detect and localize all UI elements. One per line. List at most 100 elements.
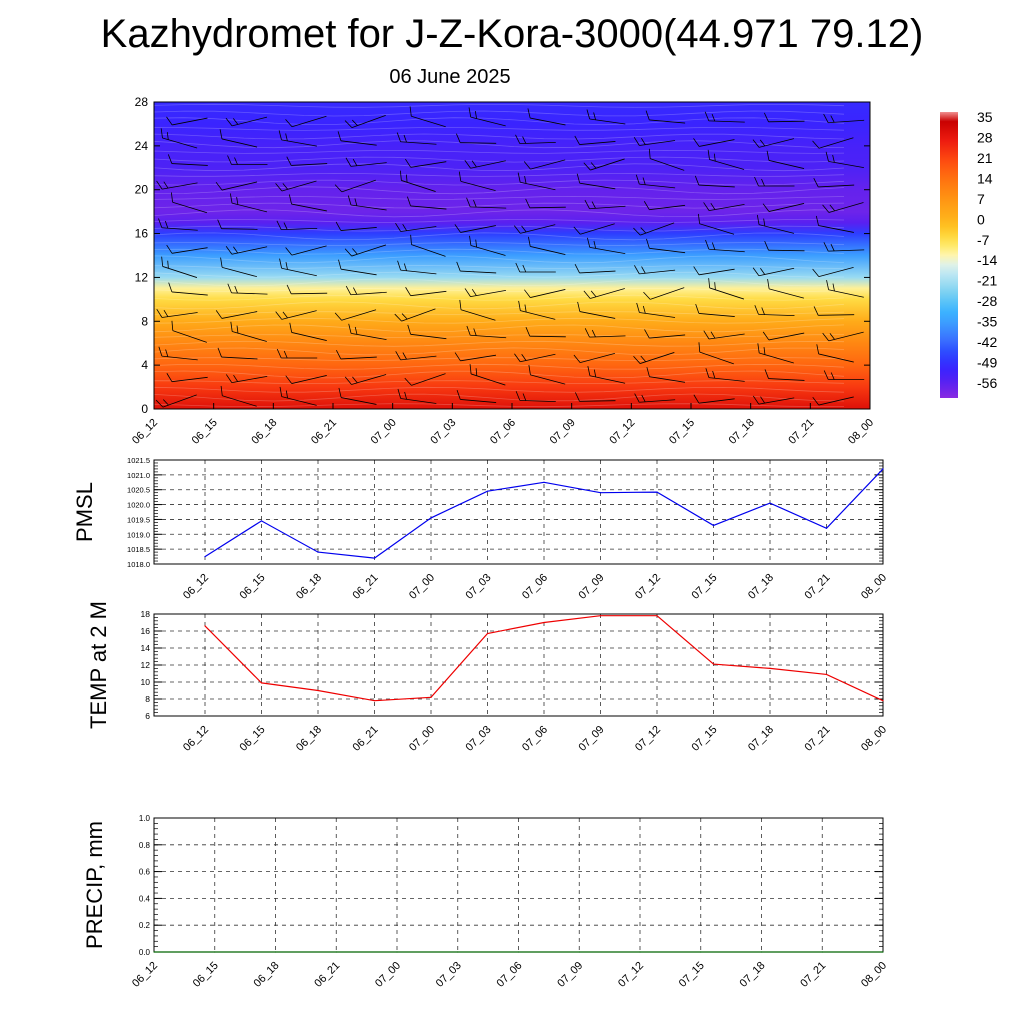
wind-barb [762, 203, 805, 212]
data-point [317, 551, 319, 553]
x-tick-label: 07_06 [488, 417, 518, 447]
y-tick-label: 1019.0 [127, 530, 150, 539]
wind-barb [573, 352, 615, 364]
data-point [543, 481, 545, 483]
wind-barb [464, 160, 506, 169]
wind-barb [825, 151, 864, 169]
y-axis-title: TEMP at 2 M [86, 601, 111, 729]
wind-barb [633, 222, 675, 236]
wind-barb [822, 202, 864, 213]
wind-barb [646, 238, 686, 254]
wind-barb [279, 386, 317, 406]
wind-barb [338, 387, 377, 405]
wind-barb [767, 279, 804, 299]
wind-barb [286, 284, 328, 295]
wind-barb [279, 258, 317, 277]
wind-barb [693, 394, 735, 404]
wind-barb [576, 173, 616, 190]
wind-barb [524, 289, 566, 298]
wind-barb [289, 322, 327, 341]
contour-line [153, 209, 845, 218]
data-point [274, 951, 277, 953]
wind-barb [334, 179, 376, 193]
data-point [700, 951, 702, 953]
wind-barb [215, 310, 258, 319]
wind-barb [523, 159, 566, 170]
y-tick-label: 1020.5 [127, 486, 150, 495]
wind-barb [634, 265, 676, 275]
wind-barb [409, 106, 446, 128]
x-tick-label: 07_18 [738, 960, 768, 990]
wind-barb [399, 170, 436, 192]
wind-barb [345, 157, 387, 167]
data-point [882, 951, 884, 953]
wind-barb [158, 218, 198, 231]
wind-barb [704, 111, 745, 123]
x-tick-label: 06_12 [181, 572, 211, 602]
wind-barb [466, 325, 507, 339]
x-tick-label: 06_21 [351, 572, 381, 602]
wind-barb [648, 148, 685, 171]
wind-barb [155, 394, 197, 408]
wind-barb [215, 181, 258, 191]
contour-line [153, 393, 845, 402]
temp-panel: 6 8 10 12 14 16 18 06_12 06_15 06_18 06_21 07_00 07_… [86, 601, 889, 754]
wind-barb [397, 260, 437, 275]
x-tick-label: 07_09 [555, 960, 585, 990]
wind-barb [466, 197, 507, 209]
contour-line [153, 133, 845, 140]
heatmap-panel: 0 4 8 12 16 20 24 28 06_12 06_15 06_18 06_21 07_00 07… [130, 95, 876, 447]
y-tick-label: 14 [141, 643, 151, 653]
data-point [769, 502, 771, 504]
wind-barb [344, 374, 387, 385]
x-tick-label: 07_00 [373, 960, 403, 990]
x-tick-label: 06_15 [190, 417, 220, 447]
wind-barb [756, 214, 795, 234]
wind-barb [752, 138, 795, 148]
wind-barb [752, 267, 795, 277]
y-tick-label: 24 [135, 139, 149, 153]
wind-barb [574, 135, 616, 145]
contour-line [153, 232, 845, 241]
wind-barbs [155, 106, 865, 408]
wind-barb [757, 343, 794, 364]
x-tick-label: 07_03 [428, 417, 458, 447]
wind-barb [574, 392, 616, 402]
x-tick-label: 07_12 [607, 417, 637, 447]
colorbar-label: 28 [977, 129, 993, 145]
x-tick-label: 08_00 [846, 417, 876, 447]
data-point [599, 615, 602, 617]
y-tick-label: 1.0 [139, 814, 151, 823]
wind-barb [754, 176, 795, 187]
y-tick-label: 0.8 [139, 841, 151, 850]
y-tick-label: 10 [141, 677, 151, 687]
wind-barb [469, 235, 506, 256]
wind-barb [456, 389, 497, 403]
colorbar-label: 14 [977, 170, 993, 186]
colorbar-label: 7 [977, 191, 985, 207]
wind-barb [766, 150, 805, 169]
data-point [317, 689, 319, 692]
wind-barb [394, 308, 436, 322]
wind-barb [703, 202, 745, 212]
wind-barb [405, 158, 447, 168]
y-tick-label: 12 [141, 660, 151, 670]
colorbar-label: -7 [977, 232, 990, 248]
contour-line [153, 311, 845, 315]
chart-title: Kazhydromet for J-Z-Kora-3000(44.971 79.… [100, 12, 924, 56]
data-point [825, 527, 828, 529]
data-point [396, 951, 398, 953]
y-tick-label: 4 [141, 358, 148, 372]
wind-barb [345, 285, 387, 296]
wind-barb [705, 239, 745, 253]
wind-barb [813, 306, 855, 316]
data-point [517, 951, 520, 953]
wind-barb [338, 259, 377, 276]
wind-barb [286, 156, 328, 166]
wind-barb [166, 244, 208, 254]
wind-barb [823, 370, 865, 380]
contour-line [153, 363, 845, 370]
data-point [153, 951, 155, 953]
wind-barb [646, 367, 686, 383]
